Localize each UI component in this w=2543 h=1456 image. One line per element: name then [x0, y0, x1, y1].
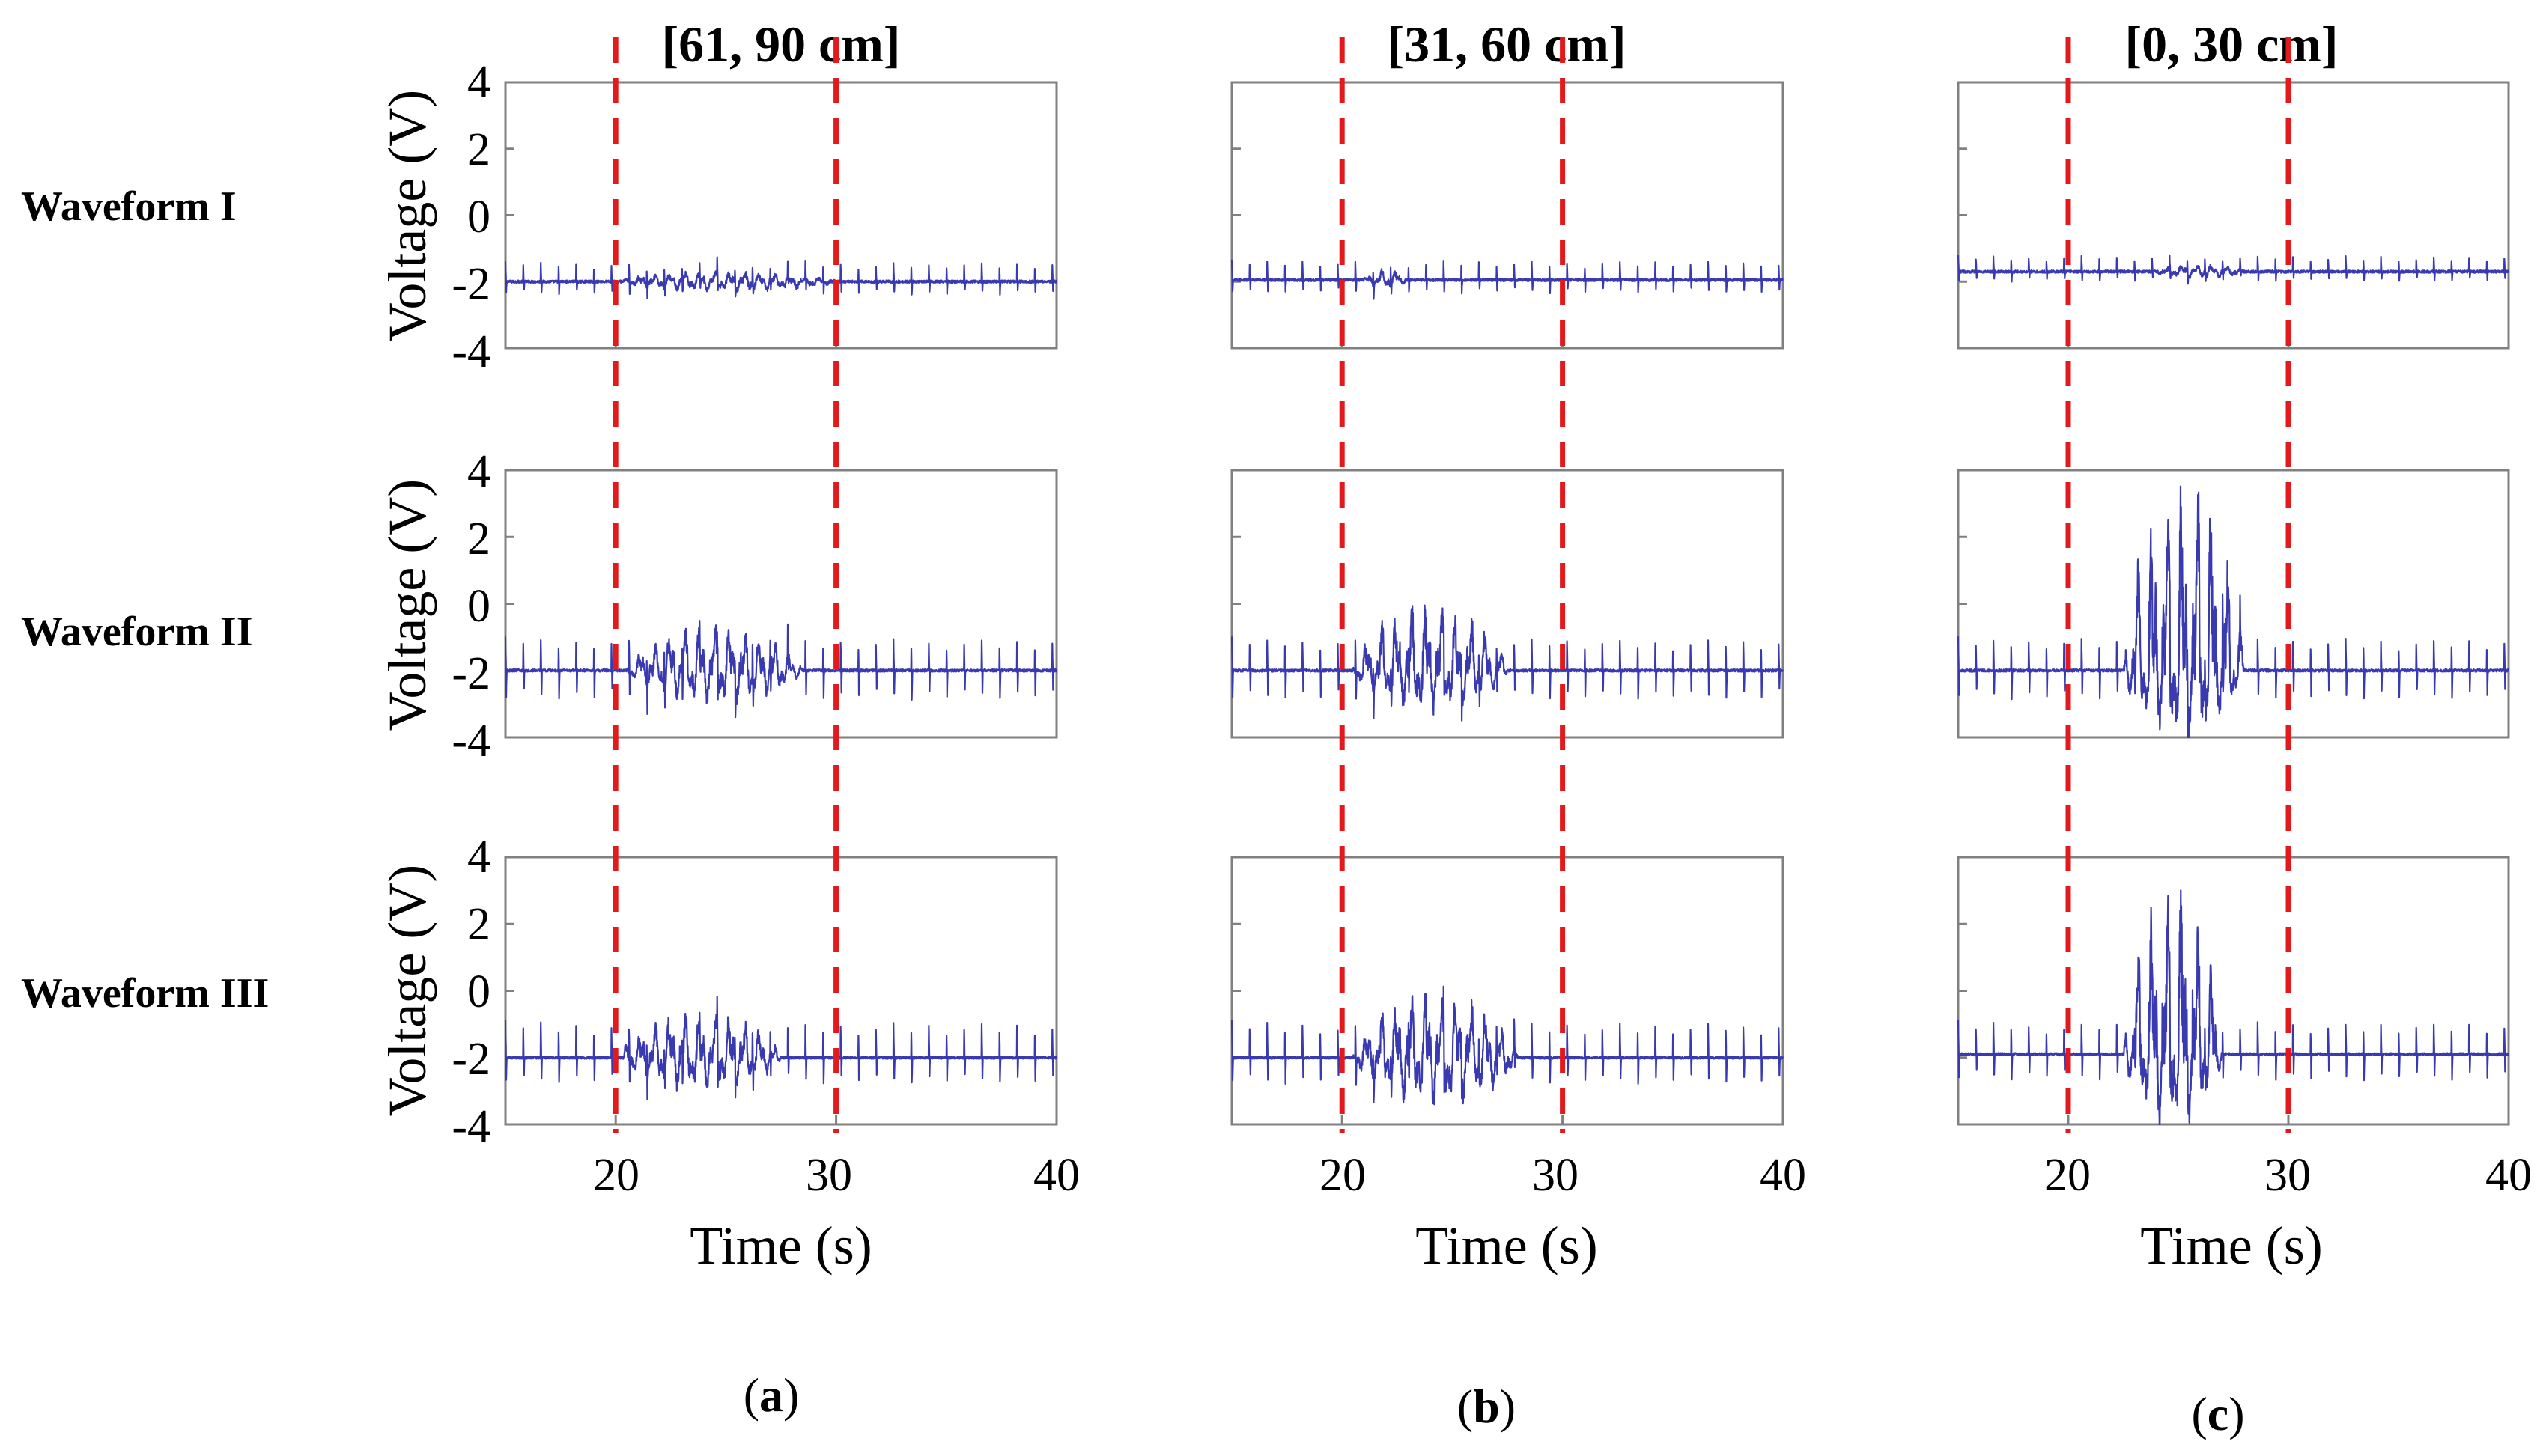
signal-trace: [504, 620, 1057, 719]
plot-frame: [504, 856, 1058, 1126]
y-tick-label: 4: [467, 832, 490, 883]
signal-trace: [1957, 485, 2510, 739]
y-tick-label: 4: [467, 446, 490, 497]
y-axis-title-row-3: Voltage (V): [377, 865, 437, 1117]
y-tick-label: 0: [467, 581, 490, 632]
y-tick-label: 2: [467, 124, 490, 175]
signal-trace: [1230, 604, 1784, 722]
x-tick-label: 40: [2485, 1150, 2532, 1201]
x-tick-label: 40: [1033, 1150, 1080, 1201]
x-tick-label: 40: [1760, 1150, 1806, 1201]
y-tick-label: -2: [452, 259, 490, 310]
svg-text:(b): (b): [1457, 1380, 1516, 1433]
y-tick-label: 4: [467, 57, 490, 108]
x-axis-title-c: Time (s): [2140, 1216, 2322, 1276]
y-tick-label: -4: [452, 716, 490, 767]
plot-frame: [1230, 856, 1784, 1126]
panel-a-row-1: [504, 81, 1058, 350]
plot-panels: [504, 37, 2510, 1133]
panel-b-row-2: [1230, 469, 1784, 739]
plot-frame: [504, 81, 1058, 350]
y-axis-title-row-1: Voltage (V): [377, 90, 437, 342]
panel-label-a: (a): [744, 1368, 800, 1422]
y-tick-label: 0: [467, 966, 490, 1017]
panel-label-c: (c): [2191, 1387, 2244, 1440]
x-tick-label: 30: [1532, 1150, 1579, 1201]
signal-trace: [504, 256, 1057, 299]
y-tick-label: 2: [467, 899, 490, 950]
plot-frame: [1957, 81, 2510, 350]
svg-text:(c): (c): [2191, 1387, 2244, 1440]
y-tick-label: 2: [467, 514, 490, 564]
y-tick-label: 0: [467, 192, 490, 243]
signal-trace: [504, 996, 1058, 1100]
plot-frame: [1230, 469, 1784, 739]
panel-c-row-2: [1957, 469, 2510, 739]
x-ticks-col-c: 20 30 40: [2044, 1150, 2532, 1201]
y-tick-label: -4: [452, 326, 490, 377]
row-label-waveform-1: Waveform I: [21, 183, 237, 230]
panel-letter-b: b: [1473, 1380, 1500, 1433]
svg-text:(a): (a): [744, 1368, 800, 1422]
plot-frame: [504, 469, 1058, 739]
x-tick-label: 20: [593, 1150, 639, 1201]
x-axis-title-a: Time (s): [690, 1216, 872, 1276]
row-label-waveform-3: Waveform III: [21, 970, 269, 1017]
plot-frame: [1957, 856, 2510, 1126]
panel-a-row-2: [504, 469, 1058, 739]
row-label-waveform-2: Waveform II: [21, 609, 253, 655]
plot-frame: [1230, 81, 1784, 350]
signal-trace: [1957, 889, 2509, 1126]
panel-letter-c: c: [2208, 1387, 2228, 1440]
x-axis-title-b: Time (s): [1415, 1216, 1597, 1276]
signal-trace: [1957, 254, 2510, 285]
plot-frame: [1957, 469, 2510, 739]
x-tick-label: 20: [1319, 1150, 1366, 1201]
panel-b-row-3: [1230, 856, 1784, 1126]
column-title-a: [61, 90 cm]: [661, 16, 900, 73]
y-tick-label: -2: [452, 648, 490, 699]
panel-b-row-1: [1230, 81, 1784, 350]
y-ticks-row-3: 4 2 0 -2 -4: [452, 832, 490, 1152]
x-ticks-col-a: 20 30 40: [593, 1150, 1080, 1201]
panel-c-row-3: [1957, 856, 2510, 1126]
panel-c-row-1: [1957, 81, 2510, 350]
panel-a-row-3: [504, 856, 1058, 1126]
x-ticks-col-b: 20 30 40: [1319, 1150, 1806, 1201]
y-axis-title-row-2: Voltage (V): [377, 479, 437, 731]
y-tick-label: -4: [452, 1101, 490, 1152]
signal-trace: [1230, 259, 1784, 300]
panel-letter-a: a: [759, 1368, 783, 1422]
y-tick-label: -2: [452, 1034, 490, 1085]
column-title-b: [31, 60 cm]: [1387, 16, 1626, 73]
x-tick-label: 30: [2264, 1150, 2311, 1201]
signal-trace: [1230, 985, 1784, 1106]
column-title-c: [0, 30 cm]: [2124, 16, 2338, 73]
panel-label-b: (b): [1457, 1380, 1516, 1433]
x-tick-label: 30: [806, 1150, 852, 1201]
y-ticks-row-2: 4 2 0 -2 -4: [452, 446, 490, 767]
y-ticks-row-1: 4 2 0 -2 -4: [452, 57, 490, 377]
x-tick-label: 20: [2044, 1150, 2091, 1201]
